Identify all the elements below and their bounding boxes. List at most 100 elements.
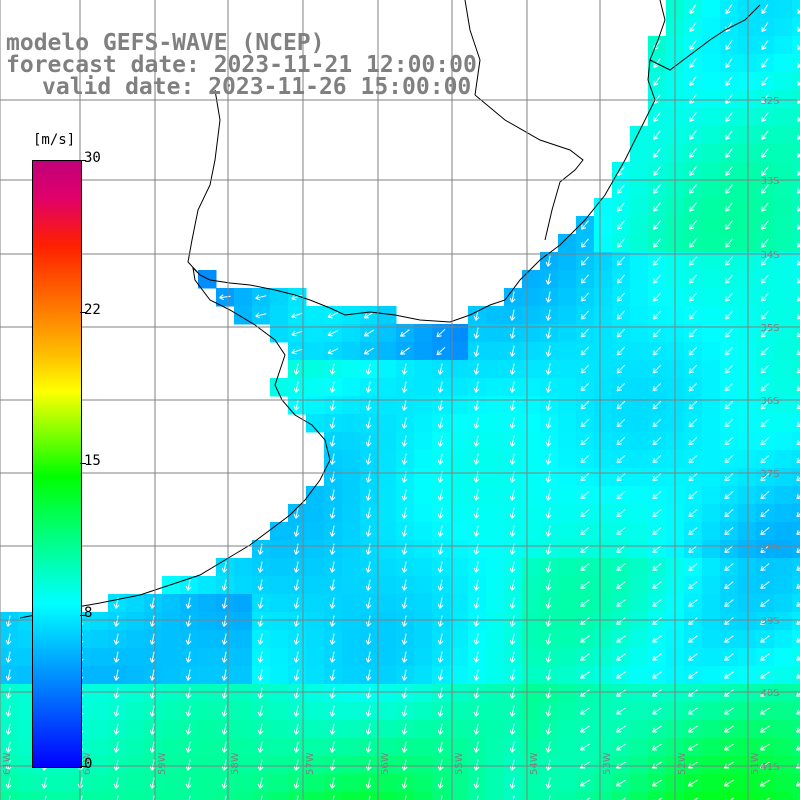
wind-arrow (761, 166, 769, 176)
wind-arrow (257, 597, 264, 609)
colorbar-tick-mark (80, 463, 86, 464)
wind-arrow (473, 561, 480, 573)
wind-arrow (437, 435, 444, 447)
wind-speed-cell (450, 648, 469, 667)
wind-speed-cell (630, 414, 649, 433)
wind-speed-cell (0, 792, 19, 800)
wind-arrow (580, 581, 590, 589)
wind-speed-cell (702, 648, 721, 667)
wind-speed-cell (378, 396, 397, 415)
wind-arrow (688, 545, 698, 553)
wind-arrow (509, 381, 516, 393)
wind-arrow (545, 489, 552, 501)
wind-speed-cell (270, 558, 289, 577)
wind-speed-cell (522, 594, 541, 613)
wind-speed-cell (522, 792, 541, 800)
wind-arrow (257, 651, 264, 663)
wind-speed-cell (450, 558, 469, 577)
wind-arrow (617, 797, 626, 800)
colorbar-unit: [m/s] (33, 132, 76, 148)
wind-speed-cell (342, 414, 361, 433)
colorbar-tick-mark (80, 160, 86, 161)
wind-arrow (580, 472, 590, 482)
wind-arrow (221, 687, 228, 699)
wind-arrow (688, 707, 698, 715)
wind-arrow (724, 274, 733, 284)
wind-speed-cell (450, 756, 469, 775)
wind-speed-cell (702, 432, 721, 451)
wind-arrow (509, 345, 516, 357)
wind-speed-cell (270, 378, 289, 397)
wind-arrow (329, 723, 336, 735)
wind-speed-cell (630, 594, 649, 613)
wind-speed-cell (558, 432, 577, 451)
wind-arrow (401, 561, 408, 573)
wind-arrow (401, 597, 408, 609)
wind-arrow (580, 382, 590, 392)
wind-speed-cell (162, 612, 181, 631)
wind-speed-cell (306, 360, 325, 379)
longitude-labels: 61W 60W 59W 58W 57W 56W 55W 54W 53W 52W 51W (2, 752, 761, 775)
wind-speed-cell (594, 522, 613, 541)
wind-arrow (616, 545, 626, 553)
wind-arrow (401, 759, 408, 771)
wind-arrow (796, 709, 800, 715)
wind-arrow (185, 615, 192, 627)
wind-speed-cell (270, 702, 289, 721)
wind-speed-cell (702, 414, 721, 433)
wind-speed-cell (774, 666, 793, 685)
border-line (187, 89, 221, 276)
wind-speed-cell (198, 666, 217, 685)
wind-speed-cell (738, 396, 757, 415)
wind-speed-cell (630, 774, 649, 793)
wind-speed-cell (792, 198, 800, 217)
wind-speed-cell (702, 756, 721, 775)
wind-arrow (185, 687, 192, 699)
wind-speed-cell (234, 684, 253, 703)
wind-arrow (616, 382, 626, 392)
wind-speed-cell (522, 360, 541, 379)
wind-speed-cell (414, 450, 433, 469)
wind-speed-cell (486, 360, 505, 379)
wind-speed-cell (792, 432, 800, 451)
wind-arrow (221, 615, 228, 627)
wind-arrow (796, 583, 800, 589)
wind-arrow (221, 777, 228, 789)
wind-speed-cell (774, 720, 793, 739)
wind-speed-cell (792, 54, 800, 73)
wind-arrow (545, 291, 552, 303)
wind-arrow (473, 633, 480, 645)
wind-speed-cell (18, 630, 37, 649)
wind-arrow (365, 579, 372, 591)
wind-arrow (437, 543, 444, 555)
wind-arrow (221, 759, 228, 771)
wind-arrow (760, 509, 770, 518)
wind-speed-cell (270, 612, 289, 631)
wind-speed-cell (558, 324, 577, 343)
wind-speed-cell (630, 540, 649, 559)
wind-speed-cell (306, 576, 325, 595)
wind-speed-cell (702, 126, 721, 145)
wind-speed-cell (792, 0, 800, 19)
wind-speed-cell (774, 378, 793, 397)
wind-speed-cell (738, 0, 757, 19)
wind-arrow (332, 795, 335, 800)
wind-speed-cell (162, 720, 181, 739)
wind-arrow (545, 633, 552, 645)
wind-arrow (437, 687, 444, 699)
wind-arrow (293, 705, 300, 717)
model-title: modelo GEFS-WAVE (NCEP) (6, 30, 325, 56)
wind-speed-cell (738, 576, 757, 595)
wind-speed-cell (378, 324, 397, 343)
wind-arrow (797, 80, 800, 86)
wind-arrow (365, 741, 372, 753)
wind-speed-cell (198, 738, 217, 757)
wind-speed-cell (594, 738, 613, 757)
wind-arrow (724, 454, 734, 464)
wind-speed-cell (378, 756, 397, 775)
wind-speed-cell (234, 720, 253, 739)
wind-speed-cell (702, 558, 721, 577)
wind-arrow (724, 382, 734, 392)
wind-arrow (363, 329, 374, 337)
